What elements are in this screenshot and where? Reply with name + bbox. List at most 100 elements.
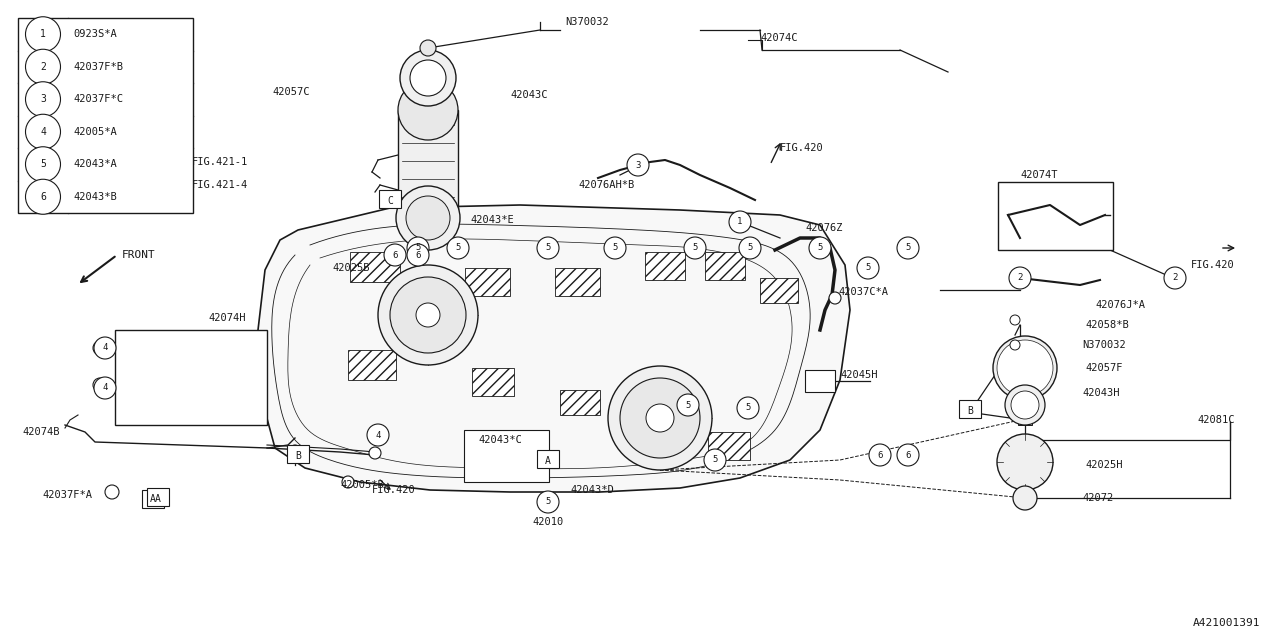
Text: 6: 6 [905, 451, 910, 460]
Bar [349, 252, 399, 282]
Circle shape [93, 337, 116, 359]
Bar [398, 110, 458, 215]
Bar [18, 18, 193, 213]
Text: 42005*B: 42005*B [340, 480, 384, 490]
Circle shape [1010, 340, 1020, 350]
Text: FIG.421-1: FIG.421-1 [192, 157, 248, 167]
Text: 42037C*A: 42037C*A [838, 287, 888, 297]
Text: A421001391: A421001391 [1193, 618, 1260, 628]
Circle shape [93, 341, 108, 355]
Bar [115, 330, 268, 425]
Text: 5: 5 [865, 264, 870, 273]
Circle shape [897, 237, 919, 259]
Circle shape [26, 179, 60, 214]
Circle shape [406, 196, 451, 240]
Circle shape [390, 277, 466, 353]
Text: 4: 4 [40, 127, 46, 137]
Text: 42043*A: 42043*A [73, 159, 116, 169]
Text: 5: 5 [745, 403, 750, 413]
Circle shape [737, 397, 759, 419]
Bar [640, 408, 680, 433]
Text: 5: 5 [456, 243, 461, 253]
Text: 42043H: 42043H [1082, 388, 1120, 398]
Text: C: C [387, 196, 393, 206]
Circle shape [399, 50, 456, 106]
Text: 42037F*A: 42037F*A [42, 490, 92, 500]
Text: N370032: N370032 [1082, 340, 1125, 350]
Circle shape [369, 447, 381, 459]
Circle shape [620, 378, 700, 458]
Text: 5: 5 [40, 159, 46, 169]
Circle shape [869, 444, 891, 466]
Text: 42074C: 42074C [760, 33, 797, 43]
Text: 1: 1 [737, 218, 742, 227]
Bar [959, 400, 980, 418]
Circle shape [398, 80, 458, 140]
Bar [348, 350, 396, 380]
Circle shape [447, 237, 468, 259]
Circle shape [26, 115, 60, 149]
Circle shape [26, 147, 60, 182]
Text: 42045H: 42045H [840, 370, 878, 380]
Circle shape [627, 154, 649, 176]
Circle shape [396, 186, 460, 250]
Circle shape [646, 404, 675, 432]
Circle shape [420, 40, 436, 56]
Circle shape [809, 237, 831, 259]
Text: 5: 5 [545, 243, 550, 253]
Bar [705, 252, 745, 280]
Circle shape [1012, 486, 1037, 510]
Circle shape [105, 485, 119, 499]
Circle shape [897, 444, 919, 466]
Text: 42074B: 42074B [23, 427, 60, 437]
Text: 6: 6 [392, 250, 398, 259]
Text: 42057C: 42057C [273, 87, 310, 97]
Text: A: A [545, 456, 550, 466]
Circle shape [407, 244, 429, 266]
Circle shape [1005, 385, 1044, 425]
Circle shape [1010, 315, 1020, 325]
Text: 42074T: 42074T [1020, 170, 1057, 180]
Circle shape [1005, 348, 1044, 388]
Text: FIG.420: FIG.420 [780, 143, 824, 153]
Text: 6: 6 [877, 451, 883, 460]
Circle shape [93, 378, 108, 392]
Text: 4: 4 [102, 344, 108, 353]
Circle shape [604, 237, 626, 259]
Circle shape [858, 257, 879, 279]
Bar [645, 252, 685, 280]
Text: N370032: N370032 [564, 17, 609, 27]
Circle shape [367, 424, 389, 446]
Text: 42081C: 42081C [1198, 415, 1235, 425]
Bar [465, 430, 549, 482]
Text: 42037F*C: 42037F*C [73, 94, 123, 104]
Circle shape [291, 445, 300, 455]
Circle shape [993, 336, 1057, 400]
Text: B: B [968, 406, 973, 416]
Circle shape [1164, 267, 1187, 289]
Text: 5: 5 [905, 243, 910, 253]
Circle shape [384, 244, 406, 266]
Text: 5: 5 [612, 243, 618, 253]
Circle shape [378, 265, 477, 365]
Text: 2: 2 [1172, 273, 1178, 282]
Circle shape [26, 49, 60, 84]
Text: 4: 4 [375, 431, 380, 440]
Text: 42057F: 42057F [1085, 363, 1123, 373]
Text: B: B [296, 451, 301, 461]
Text: 42025B: 42025B [333, 263, 370, 273]
Circle shape [410, 60, 445, 96]
Text: 5: 5 [818, 243, 823, 253]
Text: 5: 5 [415, 243, 421, 253]
Circle shape [26, 17, 60, 52]
Text: FIG.420: FIG.420 [1192, 260, 1235, 270]
Text: 5: 5 [545, 497, 550, 506]
Text: 5: 5 [685, 401, 691, 410]
Circle shape [538, 491, 559, 513]
Circle shape [829, 292, 841, 304]
Text: 4: 4 [102, 383, 108, 392]
Bar [561, 390, 600, 415]
Bar [805, 370, 835, 392]
Text: FIG.421-4: FIG.421-4 [192, 180, 248, 190]
Circle shape [704, 449, 726, 471]
